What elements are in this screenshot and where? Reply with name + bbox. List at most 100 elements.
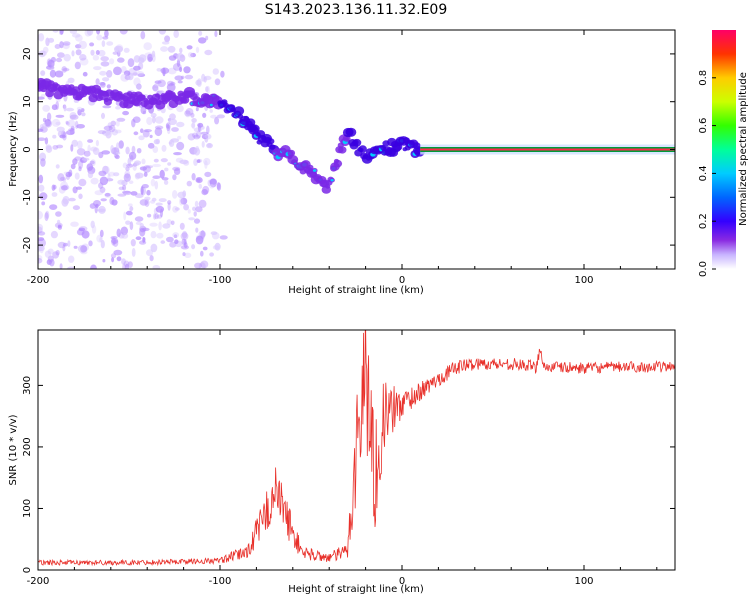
noise-blob [194,200,199,208]
x-tick-label: 0 [399,275,405,286]
noise-blob [46,58,52,67]
x-tick-label: -100 [209,576,232,587]
noise-blob [89,160,95,165]
noise-blob [160,158,168,163]
noise-blob [154,180,159,190]
snr-x-label: Height of straight line (km) [288,584,424,595]
noise-blob [111,128,119,136]
noise-blob [51,118,61,127]
ridge-core [312,169,317,172]
noise-blob [108,124,116,133]
noise-blob [191,118,197,123]
noise-blob [195,79,202,86]
noise-blob [69,30,78,34]
noise-blob [115,106,121,110]
noise-blob [69,128,75,135]
noise-blob [52,134,57,139]
noise-blob [117,179,125,185]
noise-blob [196,130,202,139]
noise-blob [55,211,62,217]
noise-blob [173,234,178,238]
noise-blob [123,211,127,221]
noise-blob [90,220,95,229]
noise-blob [56,144,64,149]
noise-blob [38,237,45,242]
noise-blob [98,151,104,159]
noise-blob [181,238,187,246]
noise-blob [77,140,83,150]
noise-blob [129,221,134,231]
noise-blob [130,155,134,162]
noise-blob [201,189,208,196]
noise-blob [195,46,200,54]
noise-blob [51,192,58,197]
noise-blob [132,164,137,171]
noise-blob [177,80,183,84]
noise-blob [62,43,70,50]
noise-blob [122,162,128,169]
noise-blob [108,171,116,177]
noise-blob [132,116,141,123]
noise-blob [101,150,111,155]
noise-blob [166,219,172,226]
noise-blob [50,230,59,239]
noise-blob [150,243,158,253]
noise-blob [195,235,204,245]
noise-blob [129,206,134,212]
noise-blob [190,112,195,118]
noise-blob [204,160,208,169]
noise-blob [204,133,212,140]
noise-blob [55,164,60,169]
colorbar: 0.0 0.2 0.4 0.6 0.8 Normalized spectral ampl… [698,30,749,277]
noise-blob [143,171,148,177]
noise-blob [51,184,56,191]
noise-blob [173,30,179,38]
noise-blob [55,101,59,110]
noise-blob [70,163,76,170]
noise-blob [77,109,82,116]
noise-blob [151,197,157,202]
noise-blob [120,226,128,236]
noise-blob [38,210,43,220]
noise-blob [147,213,152,218]
noise-blob [104,192,111,197]
noise-blob [140,31,146,40]
colorbar-ticks: 0.0 0.2 0.4 0.6 0.8 [698,70,716,277]
noise-blob [78,160,84,169]
noise-blob [118,140,124,149]
noise-blob [76,148,86,156]
noise-blob [207,143,212,148]
noise-blob [154,213,159,220]
noise-blob [172,166,181,171]
noise-blob [90,264,97,269]
noise-blob [216,182,222,191]
noise-blob [76,124,85,129]
noise-blob [68,197,76,202]
noise-blob [200,250,204,257]
noise-blob [220,70,225,78]
noise-blob [98,49,106,57]
noise-blob [195,107,199,112]
noise-blob [99,176,109,186]
noise-blob [140,186,144,195]
noise-blob [147,142,155,149]
noise-blob [201,141,205,148]
noise-blob [167,126,171,135]
noise-blob [183,66,191,74]
noise-blob [111,199,118,206]
noise-blob [172,190,178,199]
noise-blob [75,44,82,49]
noise-blob [202,246,208,251]
noise-blob [203,75,212,81]
noise-blob [177,135,182,140]
noise-blob [131,247,136,257]
noise-blob [57,173,65,182]
noise-blob [38,257,43,264]
noise-blob [143,129,152,133]
spectrogram-marks [38,30,675,269]
noise-blob [83,150,91,157]
noise-blob [56,219,61,225]
noise-blob [100,61,110,67]
noise-blob [44,212,49,222]
noise-blob [142,237,146,244]
